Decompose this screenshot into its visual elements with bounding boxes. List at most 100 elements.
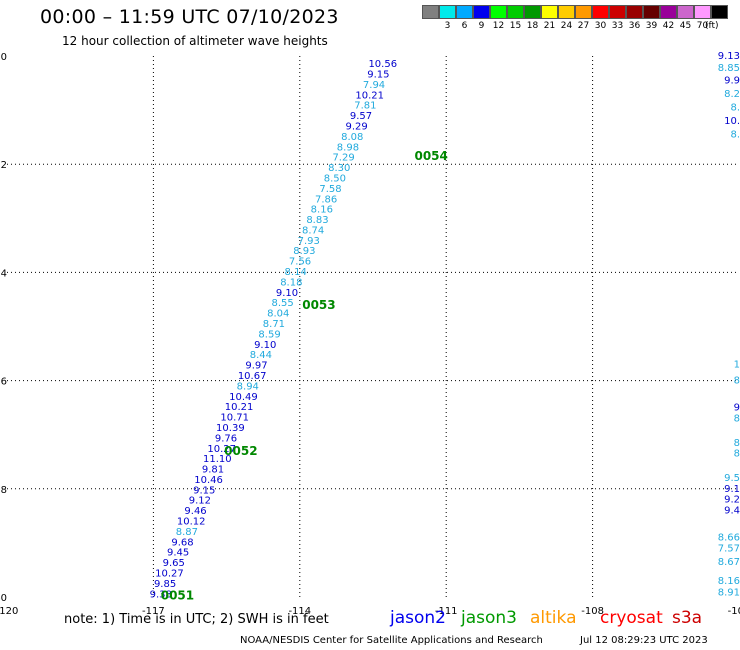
credit-line: NOAA/NESDIS Center for Satellite Applica… (240, 635, 543, 646)
edge-swh-value-label: 8 (734, 376, 740, 387)
color-scale-label: 70 (696, 21, 709, 31)
swh-value-label: 9.85 (154, 579, 176, 590)
swh-value-label: 9.46 (184, 506, 206, 517)
color-scale-label: 33 (611, 21, 624, 31)
color-scale-label: 27 (577, 21, 590, 31)
swh-value-label: 8.08 (341, 132, 363, 143)
color-swatch (558, 5, 575, 19)
edge-swh-value-label: 1 (734, 359, 740, 370)
swh-value-label: 9.76 (215, 433, 237, 444)
color-scale-label: 24 (560, 21, 573, 31)
edge-swh-value-label: 9.4 (724, 505, 740, 516)
swh-value-label: 8.55 (271, 298, 293, 309)
y-tick-label: -32 (0, 160, 7, 171)
edge-swh-value-label: 10. (724, 116, 740, 127)
color-swatch (473, 5, 490, 19)
swh-value-label: 9.29 (346, 121, 368, 132)
swh-value-label: 11.10 (203, 454, 232, 465)
edge-swh-value-label: 8.2 (724, 89, 740, 100)
color-swatch (490, 5, 507, 19)
swh-value-label: 10.21 (225, 402, 254, 413)
pass-time-label: 0052 (224, 444, 257, 458)
swh-value-label: 9.10 (276, 288, 298, 299)
satellite-legend-cryosat: cryosat (600, 608, 663, 628)
swh-value-label: 9.12 (189, 496, 211, 507)
color-swatch (439, 5, 456, 19)
swh-value-label: 8.14 (285, 267, 307, 278)
edge-swh-value-label: 9.5 (724, 473, 740, 484)
color-scale-labels: 3 6 9 12 15 18 21 24 27 30 33 36 39 42 45 70 (422, 21, 740, 33)
edge-swh-value-label: 8.66 (718, 532, 740, 543)
edge-swh-value-label: 8.67 (718, 557, 740, 568)
color-scale-label: 36 (628, 21, 641, 31)
swh-value-label: 10.67 (238, 371, 267, 382)
swh-value-label: 10.27 (155, 569, 184, 580)
edge-swh-value-label: 9.1 (724, 484, 740, 495)
units-note: note: 1) Time is in UTC; 2) SWH is in fe… (64, 612, 329, 627)
swh-value-label: 10.71 (220, 413, 249, 424)
pass-time-label: 0054 (414, 149, 447, 163)
color-scale-label: 39 (645, 21, 658, 31)
chart-title: 00:00 – 11:59 UTC 07/10/2023 (40, 6, 339, 28)
swh-value-label: 9.15 (193, 485, 215, 496)
color-scale-label: 3 (444, 21, 451, 31)
color-swatch (575, 5, 592, 19)
color-scale-label: 30 (594, 21, 607, 31)
color-swatch (541, 5, 558, 19)
x-tick-label: -117 (142, 606, 165, 617)
edge-swh-value-label: 8. (730, 129, 740, 140)
color-scale-label: 42 (662, 21, 675, 31)
edge-swh-value-label: 9.13 (718, 51, 740, 62)
swh-value-label: 8.18 (280, 277, 302, 288)
y-tick-label: -38 (0, 485, 7, 496)
color-scale-label: 6 (461, 21, 468, 31)
x-tick-label: -111 (435, 606, 458, 617)
satellite-legend-s3a: s3a (672, 608, 703, 628)
color-swatch (592, 5, 609, 19)
swh-value-label: 9.38 (150, 589, 172, 600)
swh-value-label: 10.21 (355, 90, 384, 101)
swh-value-label: 8.44 (250, 350, 272, 361)
color-scale-label: 45 (679, 21, 692, 31)
y-tick-label: -36 (0, 377, 7, 388)
pass-time-label: 0053 (302, 298, 335, 312)
swh-value-label: 8.74 (302, 225, 324, 236)
swh-value-label: 10.56 (368, 59, 397, 70)
swh-value-label: 10.49 (229, 392, 258, 403)
swh-value-label: 8.93 (293, 246, 315, 257)
edge-swh-value-label: 8.16 (718, 576, 740, 587)
color-swatch (643, 5, 660, 19)
y-tick-label: -30 (0, 52, 7, 63)
color-swatch (694, 5, 711, 19)
y-tick-label: -40 (0, 593, 7, 604)
color-swatch (660, 5, 677, 19)
swh-value-label: 8.87 (176, 527, 198, 538)
color-swatch (677, 5, 694, 19)
swh-value-label: 8.30 (328, 163, 350, 174)
color-scale-unit: (ft) (705, 21, 719, 31)
edge-swh-value-label: 8. (730, 102, 740, 113)
color-scale-label: 18 (526, 21, 539, 31)
swh-value-label: 7.93 (298, 236, 320, 247)
edge-swh-value-label: 7.57 (718, 543, 740, 554)
swh-value-label: 8.50 (324, 173, 346, 184)
satellite-legend-jason3: jason3 (461, 608, 517, 628)
edge-swh-value-label: 9 (734, 403, 740, 414)
color-swatch (711, 5, 728, 19)
color-scale-label: 9 (478, 21, 485, 31)
swh-value-label: 10.39 (216, 423, 245, 434)
edge-swh-value-label: 9.9 (724, 75, 740, 86)
x-tick-label: -108 (581, 606, 604, 617)
swh-value-label: 7.29 (332, 153, 354, 164)
swh-value-label: 8.98 (337, 142, 359, 153)
color-swatch (524, 5, 541, 19)
edge-swh-value-label: 9.2 (724, 495, 740, 506)
swh-value-label: 8.04 (267, 309, 289, 320)
color-swatch (507, 5, 524, 19)
swh-value-label: 9.45 (167, 548, 189, 559)
swh-value-label: 9.15 (367, 70, 389, 81)
swh-value-label: 10.27 (207, 444, 236, 455)
swh-value-label: 8.83 (306, 215, 328, 226)
